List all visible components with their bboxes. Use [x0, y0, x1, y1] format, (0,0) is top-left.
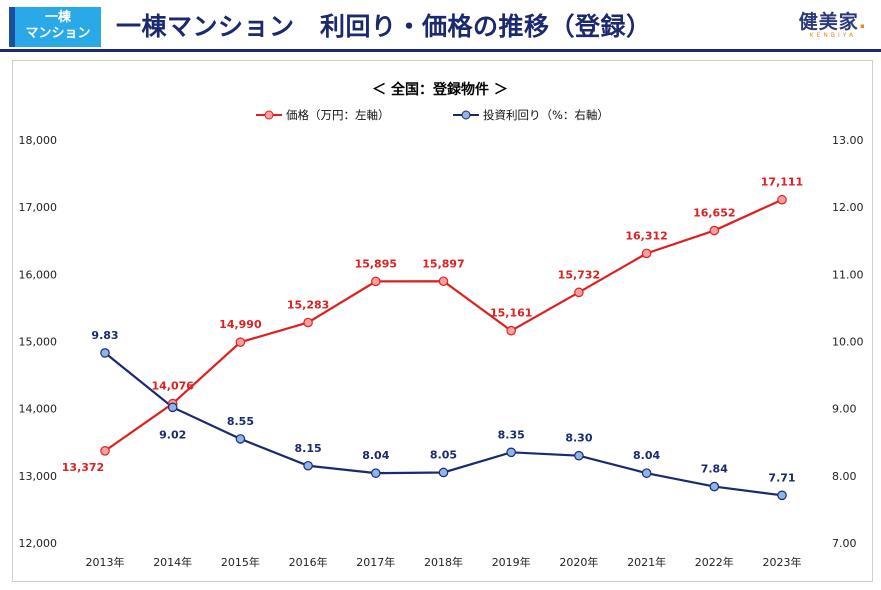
price-point	[574, 287, 584, 298]
yield-data-label: 8.04	[633, 449, 660, 462]
yield-point	[574, 450, 584, 461]
chart-title: ＜ 全国：登録物件 ＞	[372, 81, 508, 98]
y-right-tick-label: 11.00	[832, 268, 864, 281]
y-left-tick-label: 13,000	[19, 470, 58, 483]
price-point	[641, 248, 652, 259]
yield-data-label: 8.04	[362, 449, 389, 462]
x-tick-label: 2023年	[763, 555, 802, 569]
y-right-tick-label: 8.00	[832, 470, 857, 483]
legend-marker	[461, 110, 471, 120]
price-data-label: 17,111	[761, 176, 803, 189]
chart-legend: 価格（万円：左軸） 投資利回り（%：右軸）	[256, 108, 609, 122]
yield-point	[709, 481, 720, 492]
x-tick-label: 2016年	[289, 555, 328, 569]
logo-text: 健美家	[798, 11, 859, 33]
price-point	[235, 337, 246, 347]
x-tick-label: 2017年	[356, 555, 395, 569]
y-right-tick-label: 10.00	[832, 336, 864, 349]
yield-data-label: 9.83	[91, 329, 118, 342]
x-tick-label: 2014年	[153, 555, 192, 569]
price-data-label: 16,652	[693, 207, 735, 220]
price-data-label: 13,372	[62, 461, 104, 474]
yield-data-label: 8.05	[430, 448, 457, 461]
x-tick-label: 2019年	[492, 555, 531, 569]
chart-series: 13,372 14,076 14,990 15,283 15,895 15,897 15,1…	[62, 176, 803, 501]
yield-data-label: 8.55	[227, 415, 254, 428]
yield-data-label: 8.30	[565, 432, 592, 445]
yield-data-label: 7.84	[701, 463, 728, 476]
y-left-tick-label: 18,000	[19, 134, 58, 147]
x-tick-label: 2013年	[86, 555, 125, 569]
yield-data-label: 7.71	[768, 471, 795, 484]
price-data-label: 15,897	[422, 257, 464, 270]
yield-point	[303, 460, 313, 471]
badge-line-2: マンション	[25, 26, 91, 41]
legend-label: 投資利回り（%：右軸）	[483, 108, 609, 122]
brand-logo: 健美家. KENBIYA	[799, 7, 867, 39]
header-divider	[0, 49, 881, 52]
x-tick-label: 2015年	[221, 555, 260, 569]
price-data-label: 15,732	[558, 268, 600, 281]
yield-point	[438, 467, 449, 478]
badge-line-1: 一棟	[44, 10, 71, 25]
price-point	[100, 446, 110, 456]
legend-label: 価格（万円：左軸）	[286, 108, 390, 122]
yield-data-label: 8.35	[498, 428, 525, 441]
logo-dot: .	[858, 11, 867, 33]
logo-subtext: KENBIYA	[809, 32, 857, 39]
x-tick-label: 2018年	[424, 555, 463, 569]
price-point	[370, 276, 381, 287]
x-tick-label: 2022年	[695, 555, 734, 569]
price-point	[709, 225, 720, 236]
x-tick-label: 2020年	[559, 555, 598, 569]
yield-point	[641, 468, 652, 478]
page-title: 一棟マンション 利回り・価格の推移（登録）	[116, 12, 652, 41]
yield-data-label: 9.02	[159, 428, 186, 441]
y-left-tick-label: 14,000	[19, 403, 58, 416]
price-data-label: 16,312	[625, 229, 667, 242]
price-data-label: 14,076	[151, 380, 194, 393]
yield-point	[235, 434, 246, 444]
legend-marker	[264, 110, 274, 120]
y-left-tick-label: 15,000	[19, 336, 58, 349]
chart-panel	[12, 60, 873, 582]
yield-point	[167, 402, 178, 413]
y-right-tick-label: 13.00	[832, 134, 864, 147]
y-left-tick-label: 17,000	[19, 201, 58, 214]
yield-point	[370, 468, 381, 478]
y-right-tick-label: 9.00	[832, 403, 857, 416]
y-right-tick-label: 12.00	[832, 201, 864, 214]
yield-point	[777, 490, 787, 501]
price-point	[506, 325, 516, 336]
category-badge: 一棟 マンション	[9, 7, 101, 47]
price-data-label: 14,990	[219, 318, 262, 331]
yield-point	[506, 447, 516, 458]
price-point	[777, 194, 787, 205]
y-left-tick-label: 12,000	[19, 537, 58, 550]
y-right-tick-label: 7.00	[832, 537, 857, 550]
price-data-label: 15,161	[490, 307, 532, 320]
price-point	[438, 276, 449, 287]
price-data-label: 15,283	[287, 298, 329, 311]
y-left-tick-label: 16,000	[19, 268, 58, 281]
yield-data-label: 8.15	[295, 442, 322, 455]
price-series-line	[104, 198, 783, 452]
price-data-label: 15,895	[355, 257, 397, 270]
x-tick-label: 2021年	[627, 555, 666, 569]
price-point	[303, 317, 313, 328]
chart-axes: 12,000 13,000 14,000 15,000 16,000 17,000 18,0…	[19, 134, 864, 569]
yield-point	[100, 348, 110, 358]
